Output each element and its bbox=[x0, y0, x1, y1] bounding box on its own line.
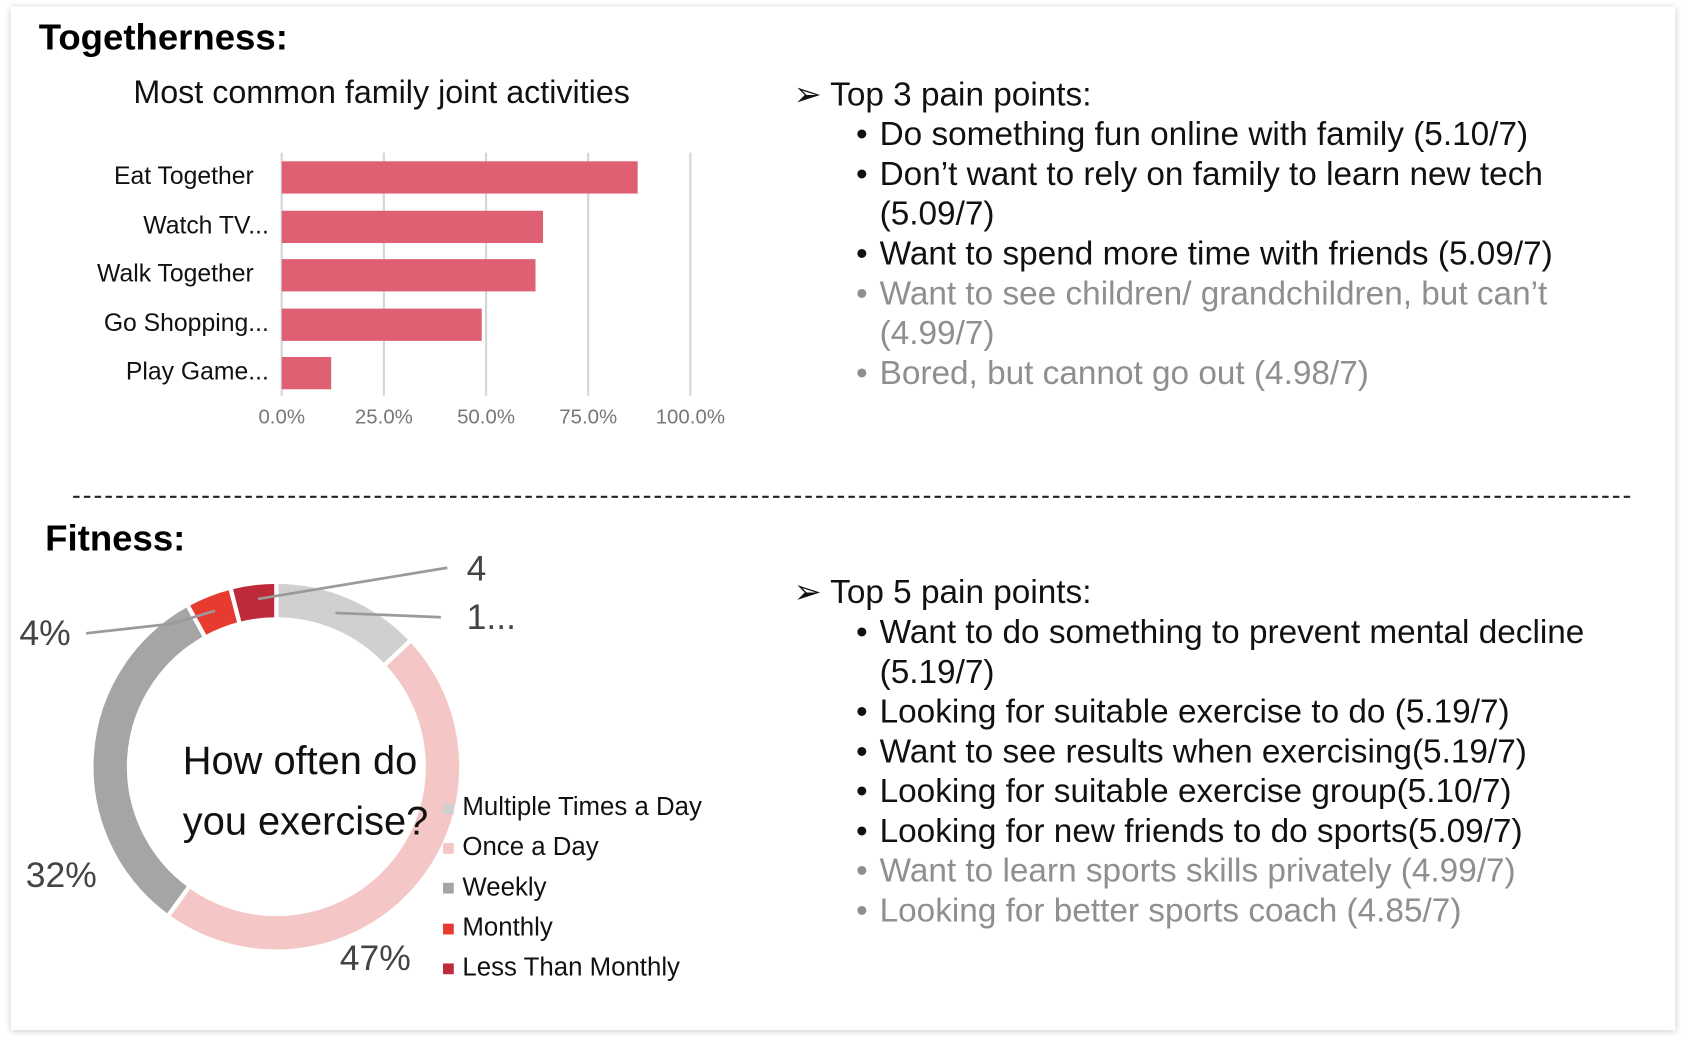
donut-data-label: 47% bbox=[339, 937, 411, 978]
donut-data-label: 32% bbox=[25, 854, 97, 895]
bar bbox=[281, 210, 544, 243]
legend-item: Multiple Times a Day bbox=[443, 792, 702, 822]
donut-data-label: 4% bbox=[19, 612, 71, 653]
donut-slice bbox=[164, 637, 464, 954]
donut-title: How often do you exercise? bbox=[182, 738, 429, 844]
donut-data-label: 4 bbox=[466, 548, 487, 589]
bar bbox=[281, 356, 331, 390]
gridline bbox=[280, 152, 283, 396]
donut-chart bbox=[85, 566, 464, 954]
bar bbox=[281, 161, 638, 194]
legend-swatch bbox=[443, 883, 454, 894]
pain-point-item: Want to do something to prevent mental d… bbox=[856, 612, 1609, 692]
legend-item: Monthly bbox=[443, 913, 553, 943]
y-category-label: Go Shopping... bbox=[103, 308, 269, 337]
leader-line bbox=[85, 609, 216, 635]
bar bbox=[281, 308, 482, 341]
pain-point-item: Do something fun online with family (5.1… bbox=[856, 114, 1609, 154]
pain-point-item: Looking for better sports coach (4.85/7) bbox=[856, 890, 1609, 930]
legend-label: Monthly bbox=[462, 912, 553, 942]
pain-point-item: Want to see children/ grandchildren, but… bbox=[856, 273, 1609, 353]
x-tick-label: 0.0% bbox=[258, 406, 306, 430]
legend-swatch bbox=[443, 923, 454, 934]
x-tick-label: 25.0% bbox=[354, 406, 413, 430]
y-category-label: Play Game... bbox=[125, 356, 269, 385]
legend-item: Weekly bbox=[443, 872, 547, 903]
legend-label: Less Than Monthly bbox=[462, 952, 680, 982]
legend-label: Once a Day bbox=[462, 832, 599, 862]
pain-point-item: Want to learn sports skills privately (4… bbox=[856, 851, 1609, 891]
legend-swatch bbox=[443, 842, 454, 854]
legend-label: Weekly bbox=[462, 872, 547, 902]
donut-slice bbox=[227, 579, 279, 627]
y-category-label: Watch TV... bbox=[143, 210, 269, 239]
gridline bbox=[587, 152, 590, 396]
pain-title: Top 3 pain points: bbox=[830, 75, 1092, 113]
leader-line bbox=[335, 611, 441, 619]
fitness-pain-points: ➢ Top 5 pain points: Want to do somethin… bbox=[794, 573, 1633, 930]
legend-swatch bbox=[443, 802, 454, 814]
legend-item: Less Than Monthly bbox=[443, 953, 680, 983]
bar bbox=[281, 259, 536, 292]
bar-chart-title: Most common family joint activities bbox=[133, 75, 630, 111]
x-tick-label: 50.0% bbox=[457, 406, 516, 430]
pain-title: Top 5 pain points: bbox=[830, 573, 1092, 611]
togetherness-pain-points: ➢ Top 3 pain points: Do something fun on… bbox=[794, 75, 1633, 392]
pain-point-item: Want to see results when exercising(5.19… bbox=[856, 731, 1609, 771]
leader-line bbox=[257, 566, 448, 601]
pain-point-item: Looking for new friends to do sports(5.0… bbox=[856, 811, 1609, 851]
donut-slice bbox=[274, 579, 415, 669]
arrow-bullet-icon: ➢ bbox=[793, 75, 831, 113]
legend-swatch bbox=[443, 963, 454, 975]
donut-data-label: 1... bbox=[466, 596, 516, 637]
togetherness-heading: Togetherness: bbox=[38, 17, 288, 59]
legend-item: Once a Day bbox=[443, 833, 599, 863]
pain-point-item: Looking for suitable exercise to do (5.1… bbox=[856, 691, 1609, 731]
y-category-label: Eat Together bbox=[113, 161, 254, 190]
gridline bbox=[689, 152, 692, 396]
x-tick-label: 100.0% bbox=[655, 406, 725, 430]
pain-point-item: Bored, but cannot go out (4.98/7) bbox=[856, 353, 1609, 393]
legend-label: Multiple Times a Day bbox=[462, 792, 702, 822]
pain-point-item: Don’t want to rely on family to learn ne… bbox=[856, 154, 1609, 234]
arrow-bullet-icon: ➢ bbox=[793, 573, 831, 611]
section-divider bbox=[73, 495, 1631, 498]
pain-point-item: Looking for suitable exercise group(5.10… bbox=[856, 771, 1609, 811]
fitness-heading: Fitness: bbox=[45, 518, 186, 560]
pain-point-item: Want to spend more time with friends (5.… bbox=[856, 233, 1609, 273]
x-tick-label: 75.0% bbox=[559, 406, 618, 430]
y-category-label: Walk Together bbox=[97, 259, 254, 288]
